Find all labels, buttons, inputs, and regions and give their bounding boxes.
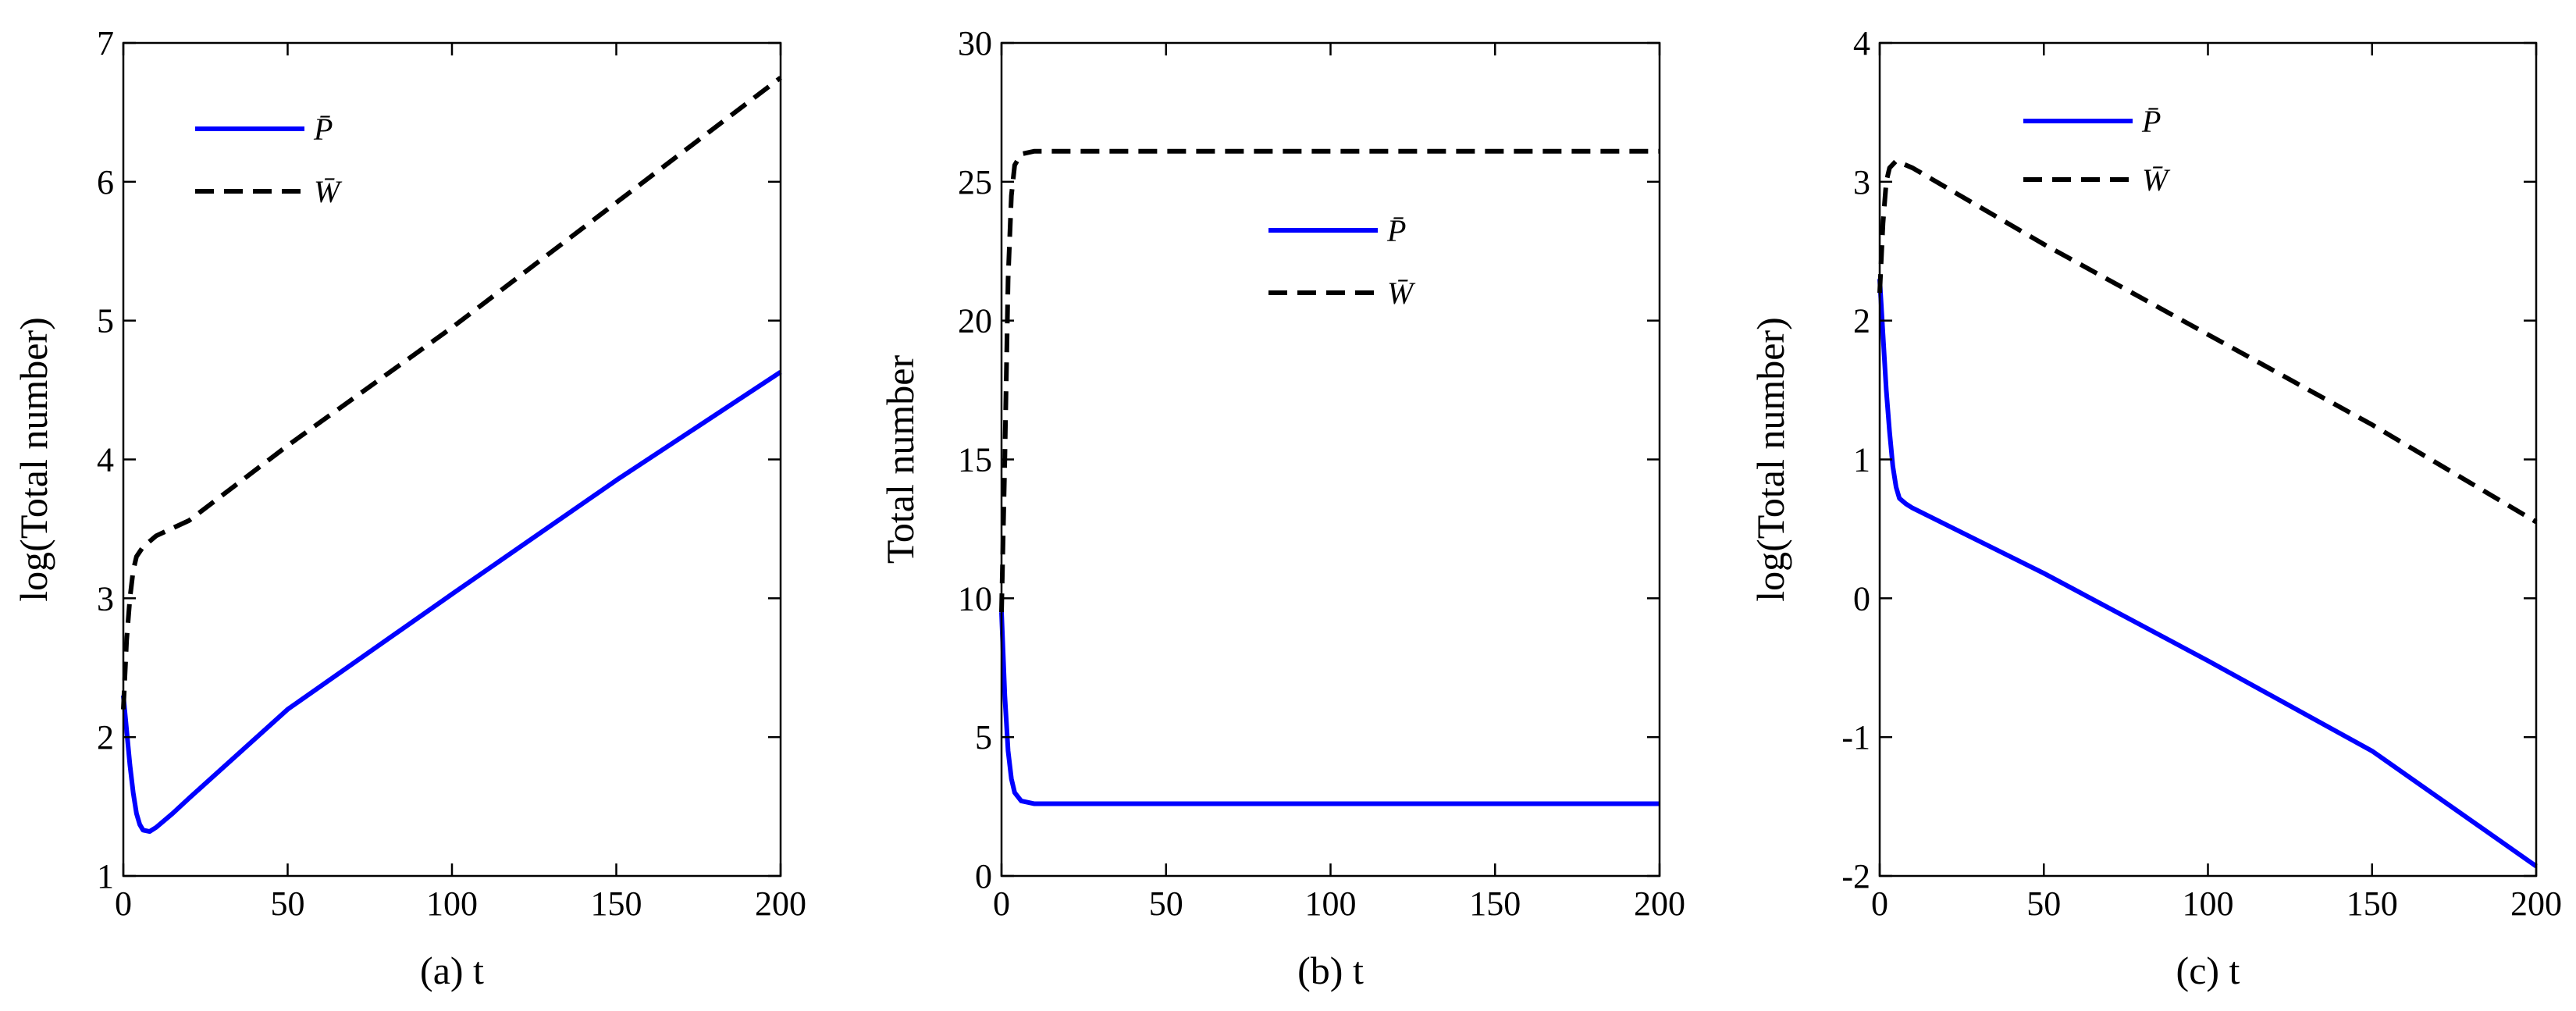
x-tick-label: 200 [1634,885,1685,923]
y-tick-label: 15 [958,441,992,479]
x-tick-label: 200 [755,885,806,923]
x-tick-label: 50 [2026,885,2061,923]
y-axis-label: log(Total number) [12,317,55,601]
y-tick-label: 0 [1853,579,1870,618]
y-tick-label: 20 [958,302,992,340]
x-tick-label: 0 [115,885,132,923]
series-line-p-bar [121,369,782,835]
x-tick-label: 200 [2510,885,2562,923]
y-tick-label: 5 [975,718,992,756]
x-tick-label: 50 [271,885,305,923]
y-tick-label: 7 [97,24,114,62]
y-axis-label: log(Total number) [1749,317,1792,601]
axes-frame [122,41,782,878]
x-axis-label: (a) t [420,949,484,992]
y-axis-label: Total number [878,355,922,564]
panel-c: 0 50 100 150 200 -2 -1 0 1 2 3 4 (c) t log(Total numb… [1749,24,2562,992]
legend: P̄ W̄ [1268,213,1416,311]
y-tick-label: 5 [97,302,114,340]
y-tick-label: 30 [958,24,992,62]
y-tick-label: 1 [97,857,114,895]
series-line-w-bar [1877,158,2538,525]
y-tick-label: 4 [97,441,114,479]
y-tick-label: 4 [1853,24,1870,62]
series-line-p-bar [1877,279,2538,869]
y-tick-label: -2 [1841,857,1870,895]
legend-label-p-bar: P̄ [2141,104,2161,139]
y-tick-label: 3 [97,579,114,618]
legend-label-p-bar: P̄ [313,112,333,147]
legend: P̄ W̄ [195,112,343,209]
y-tick-label: 6 [97,163,114,201]
x-axis-label: (b) t [1297,949,1364,992]
y-tick-label: 2 [1853,302,1870,340]
series-line-p-bar [999,612,1660,806]
panel-b: 0 50 100 150 200 0 5 10 15 20 25 30 (b) t Total numbe… [878,24,1685,992]
series-line-w-bar [999,148,1660,613]
x-tick-label: 0 [993,885,1010,923]
legend: P̄ W̄ [2023,104,2171,198]
y-tick-label: -1 [1841,718,1870,756]
y-tick-label: 1 [1853,441,1870,479]
x-tick-label: 0 [1871,885,1888,923]
x-axis-label: (c) t [2176,949,2240,992]
y-tick-label: 10 [958,579,992,618]
y-tick-label: 0 [975,857,992,895]
axes-frame [1878,41,2538,878]
legend-label-p-bar: P̄ [1386,213,1406,248]
legend-label-w-bar: W̄ [314,174,343,209]
x-tick-label: 100 [1305,885,1357,923]
panel-a: 0 50 100 150 200 1 2 3 4 5 6 7 (a) t log(Total number… [12,24,806,992]
legend-label-w-bar: W̄ [2142,162,2171,198]
x-tick-label: 150 [1469,885,1521,923]
legend-label-w-bar: W̄ [1387,276,1416,311]
y-tick-label: 25 [958,163,992,201]
series-line-w-bar [121,76,782,710]
x-tick-label: 150 [591,885,642,923]
x-tick-label: 150 [2347,885,2398,923]
x-tick-label: 100 [426,885,478,923]
axes-frame [1000,41,1661,878]
y-tick-label: 3 [1853,163,1870,201]
x-tick-label: 50 [1149,885,1183,923]
y-tick-label: 2 [97,718,114,756]
x-tick-label: 100 [2183,885,2234,923]
